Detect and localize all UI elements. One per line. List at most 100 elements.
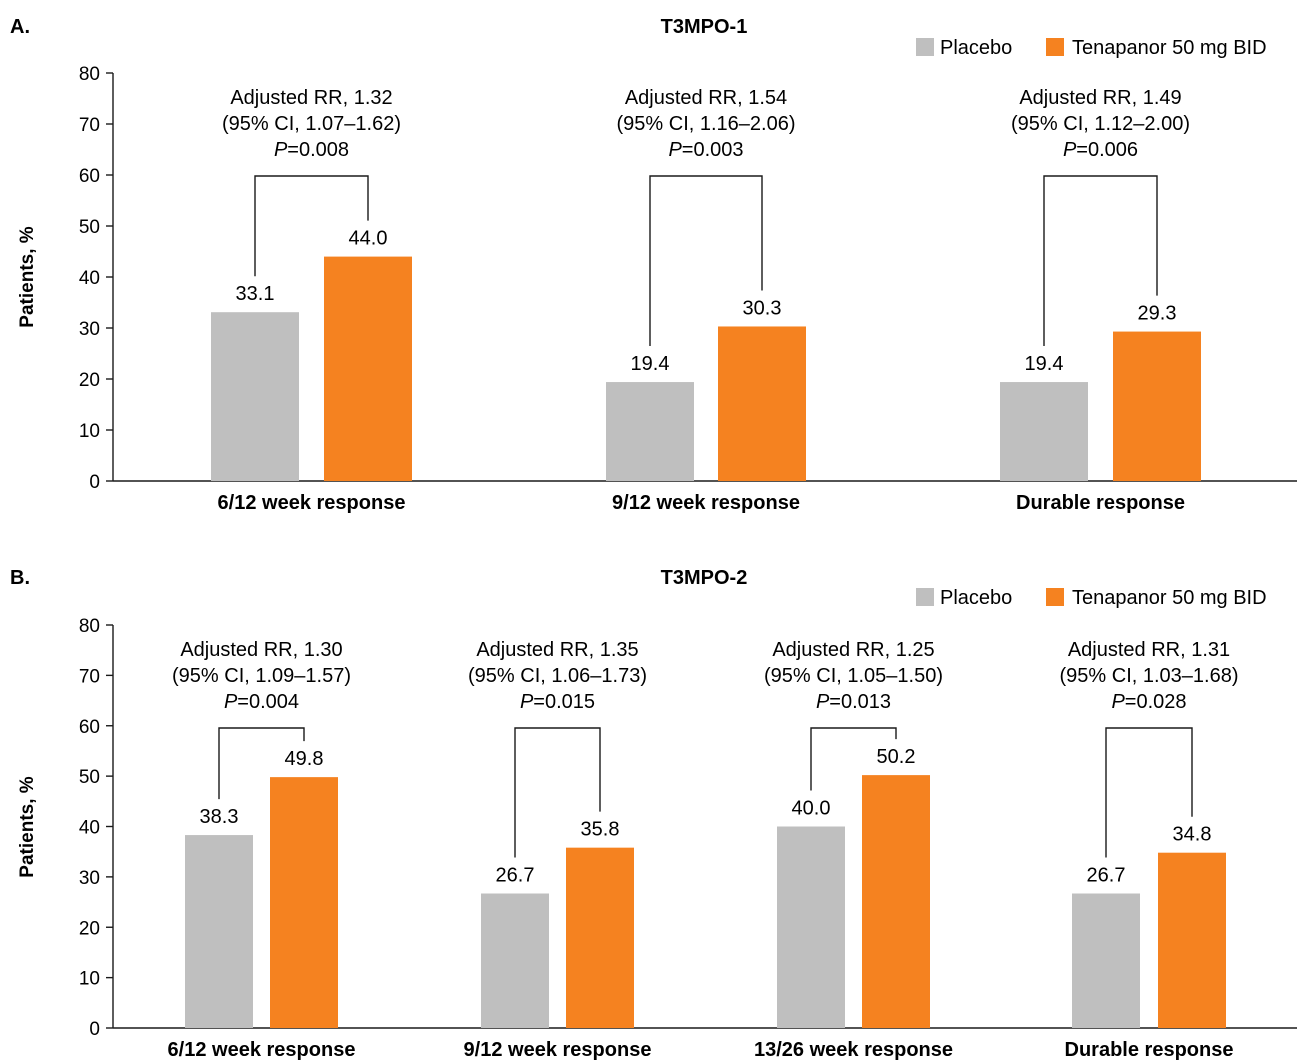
y-tick-label: 70 [79,666,100,687]
chart-title: T3MPO-1 [661,16,748,38]
annotation-p-value: P=0.015 [520,691,595,713]
p-value: =0.013 [829,691,891,713]
significance-bracket [1043,175,1158,347]
annotation-p-value: P=0.013 [816,691,891,713]
annotation-rr: Adjusted RR, 1.30 [180,639,342,661]
x-category-label: 9/12 week response [612,492,800,514]
data-label-tenapanor: 29.3 [1138,303,1177,325]
p-value: =0.015 [533,691,595,713]
bar-tenapanor [862,775,930,1028]
x-category-label: Durable response [1065,1039,1234,1061]
annotation-p-value: P=0.028 [1111,691,1186,713]
p-symbol: P [816,691,830,713]
bar-tenapanor [270,777,338,1028]
bar-placebo [606,382,694,481]
y-tick-label: 40 [79,268,100,289]
annotation-ci: (95% CI, 1.06–1.73) [468,665,647,687]
data-label-placebo: 33.1 [236,283,275,305]
bar-tenapanor [718,326,806,481]
significance-bracket [649,175,763,347]
y-axis-label: Patients, % [17,776,38,877]
legend: Placebo Tenapanor 50 mg BID [916,37,1267,59]
y-tick-label: 10 [79,969,100,990]
annotation-ci: (95% CI, 1.07–1.62) [222,113,401,135]
legend-swatch-tenapanor [1046,588,1064,606]
data-label-tenapanor: 50.2 [877,746,916,768]
p-symbol: P [668,139,682,161]
data-label-placebo: 19.4 [631,353,670,375]
annotation-ci: (95% CI, 1.05–1.50) [764,665,943,687]
data-label-placebo: 19.4 [1025,353,1064,375]
p-symbol: P [274,139,288,161]
y-tick-label: 60 [79,166,100,187]
y-tick-label: 20 [79,370,100,391]
p-value: =0.028 [1125,691,1187,713]
bar-placebo [777,826,845,1028]
y-tick-label: 80 [79,64,100,85]
bar-tenapanor [1158,852,1226,1028]
legend-label-placebo: Placebo [940,587,1012,609]
legend-label-placebo: Placebo [940,37,1012,59]
data-label-tenapanor: 35.8 [581,819,620,841]
p-value: =0.006 [1076,139,1138,161]
annotation-rr: Adjusted RR, 1.54 [625,87,787,109]
significance-bracket [254,175,369,277]
y-tick-label: 60 [79,717,100,738]
annotation-p-value: P=0.006 [1063,139,1138,161]
x-category-label: Durable response [1016,492,1185,514]
annotation-rr: Adjusted RR, 1.49 [1019,87,1181,109]
annotation-p-value: P=0.003 [668,139,743,161]
legend-label-tenapanor: Tenapanor 50 mg BID [1072,37,1267,59]
bar-placebo [1072,893,1140,1028]
y-tick-label: 40 [79,818,100,839]
p-value: =0.004 [237,691,299,713]
panel-letter: B. [10,567,30,589]
y-tick-label: 50 [79,217,100,238]
y-tick-label: 20 [79,918,100,939]
significance-bracket [1105,727,1193,858]
y-axis-label: Patients, % [17,226,38,327]
y-tick-label: 30 [79,319,100,340]
chart-panel-2: B. T3MPO-2 Placebo Tenapanor 50 mg BID Patie… [10,567,1297,1061]
x-category-label: 6/12 week response [168,1039,356,1061]
annotation-p-value: P=0.008 [274,139,349,161]
legend-swatch-placebo [916,38,934,56]
p-value: =0.008 [287,139,349,161]
y-tick-label: 50 [79,767,100,788]
y-tick-label: 0 [89,1019,100,1040]
bar-placebo [481,893,549,1028]
legend-label-tenapanor: Tenapanor 50 mg BID [1072,587,1267,609]
data-label-placebo: 26.7 [1087,864,1126,886]
x-category-label: 6/12 week response [218,492,406,514]
y-tick-label: 80 [79,616,100,637]
significance-bracket [514,727,601,858]
bar-placebo [185,835,253,1028]
p-value: =0.003 [682,139,744,161]
annotation-ci: (95% CI, 1.16–2.06) [617,113,796,135]
significance-bracket [218,727,305,800]
bar-tenapanor [1113,331,1201,481]
annotation-rr: Adjusted RR, 1.32 [230,87,392,109]
legend: Placebo Tenapanor 50 mg BID [916,587,1267,609]
annotation-rr: Adjusted RR, 1.25 [772,639,934,661]
bar-placebo [211,312,299,481]
data-label-tenapanor: 44.0 [349,228,388,250]
y-tick-label: 10 [79,421,100,442]
annotation-ci: (95% CI, 1.03–1.68) [1060,665,1239,687]
y-tick-label: 30 [79,868,100,889]
y-tick-label: 70 [79,115,100,136]
p-symbol: P [520,691,534,713]
bar-tenapanor [566,847,634,1028]
p-symbol: P [224,691,238,713]
annotation-ci: (95% CI, 1.12–2.00) [1011,113,1190,135]
legend-swatch-tenapanor [1046,38,1064,56]
bar-tenapanor [324,256,412,481]
data-label-placebo: 40.0 [792,798,831,820]
data-label-tenapanor: 49.8 [285,748,324,770]
data-label-placebo: 26.7 [496,864,535,886]
chart-title: T3MPO-2 [661,567,748,589]
bar-placebo [1000,382,1088,481]
panel-letter: A. [10,16,30,38]
y-tick-label: 0 [89,472,100,493]
